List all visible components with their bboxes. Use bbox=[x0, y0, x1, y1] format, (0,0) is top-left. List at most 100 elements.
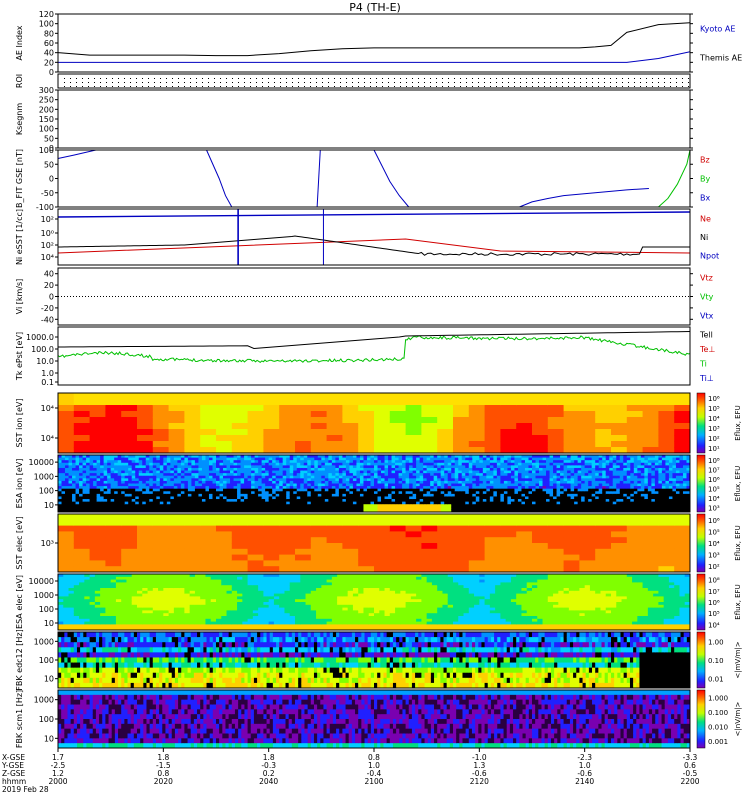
spectrogram-cell bbox=[507, 509, 512, 513]
spectrogram-cell bbox=[605, 462, 610, 466]
spectrogram-cell bbox=[619, 486, 624, 490]
y-axis-label: SST elec [eV] bbox=[15, 516, 24, 569]
spectrogram-cell bbox=[61, 491, 66, 495]
spectrogram-cell bbox=[200, 514, 217, 521]
spectrogram-cell bbox=[159, 460, 164, 464]
spectrogram-cell bbox=[391, 473, 396, 477]
spectrogram-cell bbox=[131, 488, 136, 492]
spectrogram-cell bbox=[451, 506, 456, 510]
spectrogram-cell bbox=[275, 455, 280, 459]
spectrogram-cell bbox=[591, 488, 596, 492]
spectrogram-cell bbox=[303, 501, 308, 505]
spectrogram-cell bbox=[433, 465, 438, 469]
spectrogram-cell bbox=[454, 496, 459, 500]
spectrogram-cell bbox=[205, 460, 210, 464]
spectrogram-cell bbox=[121, 460, 126, 464]
spectrogram-cell bbox=[640, 465, 645, 469]
spectrogram-cell bbox=[326, 429, 343, 436]
spectrogram-cell bbox=[532, 405, 549, 412]
roi-dot bbox=[646, 82, 647, 83]
spectrogram-cell bbox=[72, 467, 77, 472]
spectrogram-cell bbox=[114, 473, 119, 477]
spectrogram-cell bbox=[86, 491, 91, 495]
spectrogram-cell bbox=[366, 488, 371, 492]
spectrogram-cell bbox=[579, 411, 596, 418]
spectrogram-cell bbox=[640, 462, 645, 466]
spectrogram-cell bbox=[535, 475, 540, 479]
spectrogram-cell bbox=[131, 467, 136, 472]
spectrogram-cell bbox=[79, 473, 84, 477]
spectrogram-cell bbox=[468, 475, 473, 479]
spectrogram-cell bbox=[682, 470, 687, 474]
spectrogram-cell bbox=[381, 470, 386, 474]
spectrogram-cell bbox=[230, 491, 235, 495]
spectrogram-cell bbox=[349, 504, 354, 508]
spectrogram-cell bbox=[156, 460, 161, 464]
legend-label: Ni bbox=[700, 233, 708, 242]
spectrogram-cell bbox=[237, 467, 242, 472]
spectrogram-cell bbox=[286, 486, 291, 490]
spectrogram-cell bbox=[581, 493, 586, 497]
spectrogram-cell bbox=[142, 467, 147, 472]
spectrogram-cell bbox=[637, 506, 642, 510]
spectrogram-cell bbox=[65, 455, 70, 459]
spectrogram-cell bbox=[675, 486, 680, 490]
spectrogram-cell bbox=[395, 460, 400, 464]
spectrogram-cell bbox=[472, 455, 477, 459]
spectrogram-cell bbox=[447, 499, 452, 503]
spectrogram-cell bbox=[342, 509, 347, 513]
spectrogram-cell bbox=[168, 435, 185, 442]
roi-dot bbox=[670, 86, 671, 87]
spectrogram-cell bbox=[205, 478, 210, 482]
spectrogram-cell bbox=[124, 467, 129, 472]
spectrogram-cell bbox=[489, 473, 494, 477]
spectrogram-cell bbox=[244, 493, 249, 497]
spectrogram-cell bbox=[444, 455, 449, 459]
spectrogram-cell bbox=[317, 460, 322, 464]
spectrogram-cell bbox=[489, 478, 494, 482]
spectrogram-cell bbox=[546, 462, 551, 466]
roi-dot bbox=[544, 82, 545, 83]
spectrogram-cell bbox=[342, 465, 347, 469]
spectrogram-cell bbox=[137, 554, 154, 561]
spectrogram-cell bbox=[521, 483, 526, 487]
spectrogram-cell bbox=[447, 506, 452, 510]
legend-label: Bz bbox=[700, 156, 710, 165]
spectrogram-cell bbox=[335, 493, 340, 497]
spectrogram-cell bbox=[489, 465, 494, 469]
spectrogram-cell bbox=[247, 543, 264, 550]
spectrogram-cell bbox=[496, 496, 501, 500]
spectrogram-cell bbox=[149, 493, 154, 497]
spectrogram-cell bbox=[496, 499, 501, 503]
spectrogram-cell bbox=[419, 467, 424, 472]
spectrogram-cell bbox=[93, 491, 98, 495]
spectrogram-cell bbox=[468, 462, 473, 466]
spectrogram-cell bbox=[282, 491, 287, 495]
spectrogram-cell bbox=[405, 460, 410, 464]
roi-dot bbox=[592, 78, 593, 79]
spectrogram-cell bbox=[82, 475, 87, 479]
spectrogram-cell bbox=[486, 499, 491, 503]
spectrogram-cell bbox=[444, 506, 449, 510]
spectrogram-cell bbox=[310, 491, 315, 495]
spectrogram-cell bbox=[598, 488, 603, 492]
spectrogram-cell bbox=[233, 486, 238, 490]
spectrogram-cell bbox=[500, 405, 517, 412]
spectrogram-cell bbox=[187, 455, 192, 459]
spectrogram-cell bbox=[440, 460, 445, 464]
spectrogram-cell bbox=[644, 486, 649, 490]
spectrogram-cell bbox=[117, 460, 122, 464]
spectrogram-cell bbox=[644, 478, 649, 482]
spectrogram-cell bbox=[475, 509, 480, 513]
spectrogram-cell bbox=[560, 457, 565, 461]
spectrogram-cell bbox=[489, 470, 494, 474]
spectrogram-cell bbox=[381, 493, 386, 497]
spectrogram-cell bbox=[398, 496, 403, 500]
spectrogram-cell bbox=[637, 467, 642, 472]
spectrogram-cell bbox=[405, 467, 410, 472]
spectrogram-cell bbox=[535, 473, 540, 477]
series-line bbox=[57, 238, 691, 254]
spectrogram-cell bbox=[223, 480, 228, 484]
spectrogram-cell bbox=[623, 455, 628, 459]
spectrogram-cell bbox=[117, 504, 122, 508]
